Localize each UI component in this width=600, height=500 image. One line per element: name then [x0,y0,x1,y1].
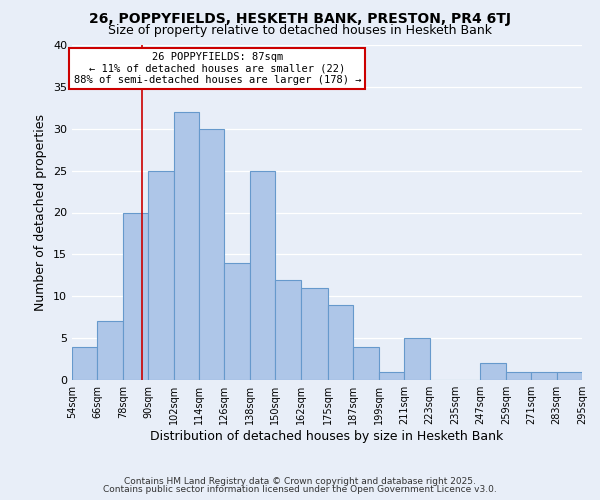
Bar [301,288,328,380]
Text: Size of property relative to detached houses in Hesketh Bank: Size of property relative to detached ho… [108,24,492,37]
Text: 26, POPPYFIELDS, HESKETH BANK, PRESTON, PR4 6TJ: 26, POPPYFIELDS, HESKETH BANK, PRESTON, … [89,12,511,26]
Bar [379,372,404,380]
Bar [506,372,531,380]
Text: Contains HM Land Registry data © Crown copyright and database right 2025.: Contains HM Land Registry data © Crown c… [124,477,476,486]
Bar [531,372,557,380]
Bar [250,170,275,380]
Bar [353,346,379,380]
Bar [481,363,506,380]
Bar [328,304,353,380]
Bar [404,338,430,380]
Bar [275,280,301,380]
Bar [97,322,123,380]
X-axis label: Distribution of detached houses by size in Hesketh Bank: Distribution of detached houses by size … [151,430,503,443]
Text: Contains public sector information licensed under the Open Government Licence v3: Contains public sector information licen… [103,485,497,494]
Bar [224,263,250,380]
Y-axis label: Number of detached properties: Number of detached properties [34,114,47,311]
Bar [199,128,224,380]
Bar [123,212,148,380]
Bar [173,112,199,380]
Bar [72,346,97,380]
Bar [557,372,582,380]
Text: 26 POPPYFIELDS: 87sqm
← 11% of detached houses are smaller (22)
88% of semi-deta: 26 POPPYFIELDS: 87sqm ← 11% of detached … [74,52,361,85]
Bar [148,170,173,380]
